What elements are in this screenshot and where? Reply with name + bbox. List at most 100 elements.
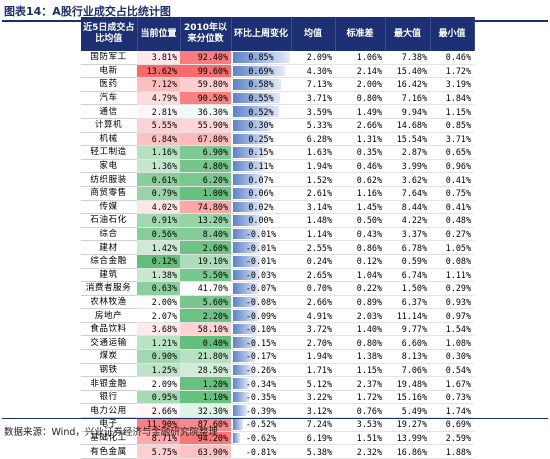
table-row: 石油石化 0.91% 13.20% 0.00% 1.48% 0.50% 4.22% 0.48% — [81, 213, 474, 228]
change-bar — [233, 228, 261, 240]
change-bar — [233, 296, 259, 308]
table-row: 煤炭 0.90% 21.80% -0.17% 1.94% 1.38% 8.13% 0.30% — [81, 349, 474, 364]
percentile-cell: 59.80% — [180, 77, 231, 92]
current-cell: 11.90% — [137, 417, 180, 432]
std-cell: 1.45% — [335, 200, 385, 215]
industry-cell: 机械 — [81, 132, 137, 147]
wow-change-cell: 0.69% — [231, 64, 291, 79]
mean-cell: 5.38% — [291, 444, 335, 459]
mean-cell: 2.70% — [291, 335, 335, 351]
change-bar — [233, 201, 262, 213]
current-cell: 0.61% — [137, 172, 180, 187]
percentile-cell: 1.20% — [180, 376, 231, 391]
max-cell: 7.06% — [385, 363, 430, 378]
table-row: 基础化工 8.71% 94.20% -0.62% 6.19% 1.51% 13.99% 2.5… — [81, 431, 474, 446]
change-bar — [233, 255, 261, 267]
max-cell: 3.99% — [385, 159, 430, 174]
percentile-cell: 28.50% — [180, 363, 231, 378]
mean-cell: 5.12% — [291, 376, 335, 391]
wow-change-cell: 0.55% — [231, 91, 291, 106]
mean-cell: 6.19% — [291, 431, 335, 446]
industry-cell: 电力公用 — [81, 403, 137, 419]
max-cell: 19.27% — [385, 417, 430, 432]
percentile-cell: 1.00% — [180, 186, 231, 201]
min-cell: 0.75% — [430, 186, 474, 201]
table-row: 计算机 5.55% 55.90% 0.30% 5.33% 2.66% 14.68% 0.85% — [81, 118, 474, 133]
current-cell: 2.09% — [137, 376, 180, 391]
mean-cell: 1.94% — [291, 349, 335, 364]
max-cell: 5.49% — [385, 403, 430, 419]
std-cell: 2.32% — [335, 444, 385, 459]
max-cell: 7.64% — [385, 186, 430, 201]
current-cell: 5.75% — [137, 444, 180, 459]
table-row: 银行 0.95% 1.10% -0.35% 3.22% 1.72% 15.16% 0.73% — [81, 390, 474, 405]
min-cell: 0.08% — [430, 254, 474, 269]
table-row: 食品饮料 3.68% 58.10% -0.10% 3.72% 1.40% 9.77% 1.54… — [81, 322, 474, 337]
min-cell: 0.41% — [430, 200, 474, 215]
min-cell: 1.11% — [430, 268, 474, 283]
current-cell: 5.55% — [137, 118, 180, 133]
industry-cell: 煤炭 — [81, 349, 137, 364]
max-cell: 14.68% — [385, 118, 430, 133]
table-row: 通信 2.81% 36.30% 0.52% 3.59% 1.49% 9.94% 1.15% — [81, 104, 474, 119]
industry-cell: 建材 — [81, 240, 137, 255]
mean-cell: 3.71% — [291, 91, 335, 106]
current-cell: 2.07% — [137, 308, 180, 323]
std-cell: 2.03% — [335, 308, 385, 323]
max-cell: 9.94% — [385, 104, 430, 119]
wow-change-cell: 0.15% — [231, 145, 291, 160]
percentile-cell: 67.80% — [180, 132, 231, 147]
current-cell: 0.12% — [137, 254, 180, 269]
percentile-cell: 2.60% — [180, 240, 231, 255]
table-row: 综合金融 0.12% 19.10% -0.01% 0.24% 0.12% 0.59% 0.08… — [81, 254, 474, 269]
source-note: 数据来源：Wind，兴业证券经济与金融研究院整理 — [4, 427, 218, 438]
change-bar — [233, 351, 255, 362]
std-cell: 0.80% — [335, 91, 385, 106]
min-cell: 0.85% — [430, 118, 474, 133]
change-value: -0.01% — [245, 256, 277, 267]
table-row: 有色金属 5.75% 63.90% -0.81% 5.38% 2.32% 16.86% 1.8… — [81, 444, 474, 459]
current-cell: 8.71% — [137, 431, 180, 446]
industry-cell: 医药 — [81, 77, 137, 92]
wow-change-cell: -0.81% — [231, 444, 291, 459]
change-value: -0.15% — [245, 337, 277, 348]
header-industry: 近5日成交占比均值 — [81, 17, 138, 51]
wow-change-cell: 0.30% — [231, 118, 291, 133]
wow-change-cell: 0.00% — [231, 213, 291, 228]
percentile-cell: 63.90% — [180, 444, 231, 459]
table-row: 电新 13.62% 99.60% 0.69% 4.30% 2.14% 15.40% 1.72% — [81, 64, 474, 79]
percentile-cell: 4.80% — [180, 159, 231, 174]
std-cell: 1.04% — [335, 268, 385, 283]
industry-cell: 电新 — [81, 64, 137, 79]
wow-change-cell: -0.07% — [231, 281, 291, 296]
wow-change-cell: -0.08% — [231, 295, 291, 310]
table-row: 建筑 1.38% 5.50% -0.03% 2.65% 1.04% 6.74% 1.11% — [81, 268, 474, 283]
current-cell: 13.62% — [137, 64, 180, 79]
current-cell: 2.00% — [137, 295, 180, 310]
std-cell: 0.89% — [335, 295, 385, 310]
std-cell: 1.06% — [335, 51, 385, 65]
min-cell: 0.65% — [430, 145, 474, 160]
industry-cell: 国防军工 — [81, 51, 137, 65]
header-current: 当前位置 — [137, 17, 181, 51]
max-cell: 6.37% — [385, 295, 430, 310]
industry-cell: 非银金融 — [81, 376, 137, 391]
change-bar — [233, 323, 258, 335]
std-cell: 0.86% — [335, 240, 385, 255]
change-bar — [233, 174, 264, 185]
change-value: 0.25% — [248, 133, 274, 144]
std-cell: 2.37% — [335, 376, 385, 391]
change-value: 0.55% — [248, 93, 274, 104]
change-value: -0.01% — [245, 229, 277, 240]
wow-change-cell: -0.09% — [231, 308, 291, 323]
header-mean: 均值 — [291, 17, 336, 51]
max-cell: 15.16% — [385, 390, 430, 405]
change-value: -0.07% — [245, 283, 277, 294]
current-cell: 1.21% — [137, 335, 180, 351]
mean-cell: 2.65% — [291, 268, 335, 283]
wow-change-cell: -0.52% — [231, 417, 291, 432]
min-cell: 1.08% — [430, 335, 474, 351]
change-bar — [233, 52, 290, 63]
max-cell: 7.38% — [385, 51, 430, 65]
current-cell: 1.25% — [137, 363, 180, 378]
